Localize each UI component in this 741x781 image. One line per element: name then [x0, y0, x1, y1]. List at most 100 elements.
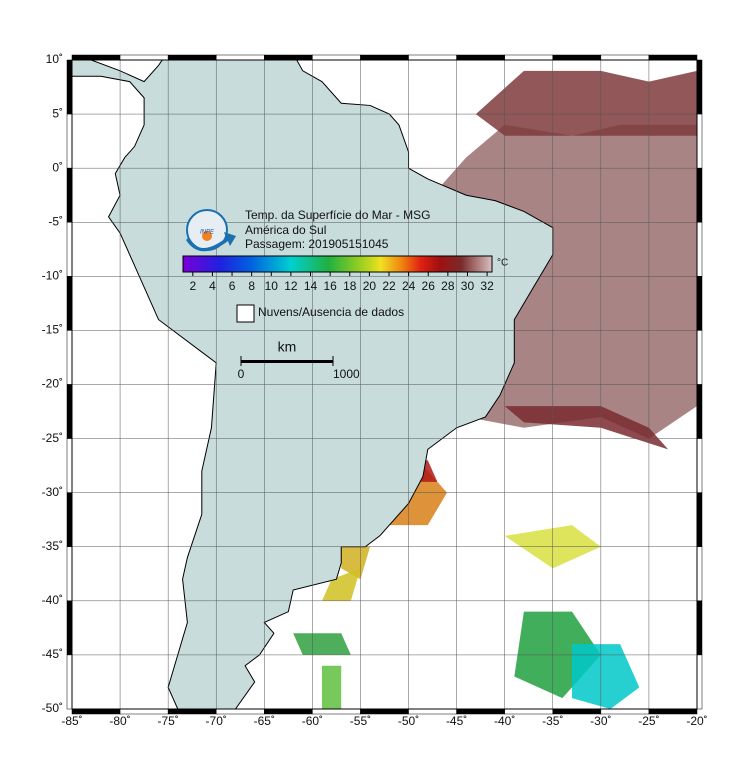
colorbar-tick-label: 12: [284, 279, 298, 293]
colorbar-tick-label: 24: [402, 279, 416, 293]
frame-segment: [696, 384, 703, 439]
colorbar-tick-label: 30: [461, 279, 475, 293]
x-tick-label: -25˚: [638, 714, 659, 728]
x-tick-label: -55˚: [350, 714, 371, 728]
frame-segment: [696, 438, 703, 493]
x-tick-label: -65˚: [254, 714, 275, 728]
sst-patch: [293, 633, 351, 655]
colorbar-unit: °C: [497, 258, 508, 269]
x-tick-label: -70˚: [206, 714, 227, 728]
colorbar-tick-label: 6: [229, 279, 236, 293]
x-tick-label: -35˚: [542, 714, 563, 728]
frame-segment: [696, 167, 703, 223]
scale-tick-label: 1000: [333, 367, 360, 381]
scale-unit: km: [278, 339, 297, 355]
frame-segment: [119, 54, 169, 61]
y-tick-label: -20˚: [42, 377, 63, 391]
frame-segment: [360, 54, 409, 61]
colorbar-tick-label: 8: [248, 279, 255, 293]
colorbar-tick-label: 20: [363, 279, 377, 293]
cloud-box: [236, 304, 255, 323]
cloud-legend: Nuvens/Ausencia de dados: [258, 305, 404, 319]
region: América do Sul: [245, 223, 326, 237]
frame-segment: [66, 222, 73, 277]
logo-text: INPE: [200, 230, 215, 236]
frame-segment: [264, 54, 313, 61]
colorbar-tick-label: 10: [265, 279, 279, 293]
sst-patch: [341, 541, 371, 580]
frame-segment: [66, 330, 73, 385]
pass: Passagem: 201905151045: [245, 237, 389, 251]
frame-segment: [408, 54, 457, 61]
colorbar-tick-label: 16: [323, 279, 337, 293]
y-tick-label: -15˚: [42, 323, 63, 337]
scale-bar: [241, 360, 333, 363]
x-tick-label: -75˚: [157, 714, 178, 728]
y-tick-label: -50˚: [42, 701, 63, 715]
x-tick-label: -50˚: [398, 714, 419, 728]
colorbar-tick-label: 18: [343, 279, 357, 293]
colorbar-tick-label: 28: [441, 279, 455, 293]
x-tick-label: -80˚: [109, 714, 130, 728]
x-tick-label: -30˚: [590, 714, 611, 728]
y-tick-label: -35˚: [42, 539, 63, 553]
x-tick-label: -40˚: [494, 714, 515, 728]
frame: [71, 59, 698, 710]
frame-segment: [600, 54, 650, 61]
frame-segment: [66, 492, 73, 547]
x-tick-label: -85˚: [61, 714, 82, 728]
frame-segment: [71, 54, 121, 61]
y-tick-label: 10˚: [46, 52, 63, 66]
y-tick-label: -10˚: [42, 269, 63, 283]
legend: INPE Temp. da Superfície do Mar - MSG Am…: [182, 208, 508, 381]
frame-segment: [456, 54, 505, 61]
logo-arrow: [186, 232, 236, 252]
y-tick-label: -30˚: [42, 485, 63, 499]
frame-segment: [66, 167, 73, 223]
y-tick-label: 5˚: [52, 106, 63, 120]
frame-segment: [312, 54, 361, 61]
frame-segment: [66, 654, 73, 710]
y-tick-label: -40˚: [42, 593, 63, 607]
x-tick-label: -60˚: [302, 714, 323, 728]
frame-segment: [696, 222, 703, 277]
sst-patch: [322, 568, 361, 601]
frame-segment: [696, 59, 703, 115]
colorbar: [182, 255, 493, 273]
frame-segment: [66, 384, 73, 439]
colorbar-tick-label: 14: [304, 279, 318, 293]
frame-segment: [167, 54, 217, 61]
frame-segment: [504, 54, 554, 61]
frame-segment: [648, 54, 698, 61]
y-tick-label: 0˚: [52, 160, 63, 174]
colorbar-tick-label: 26: [422, 279, 436, 293]
frame-segment: [215, 54, 265, 61]
frame-segment: [66, 59, 73, 115]
colorbar-tick-label: 4: [209, 279, 216, 293]
x-tick-label: -20˚: [686, 714, 707, 728]
frame-segment: [66, 600, 73, 656]
map-body: [72, 60, 697, 709]
frame-segment: [696, 492, 703, 547]
sst-patch: [572, 644, 640, 709]
y-tick-label: -45˚: [42, 647, 63, 661]
frame-segment: [696, 600, 703, 656]
scale-tick-label: 0: [238, 367, 245, 381]
x-tick-label: -45˚: [446, 714, 467, 728]
y-tick-label: -5˚: [48, 214, 63, 228]
frame-segment: [696, 276, 703, 331]
frame-segment: [552, 54, 602, 61]
frame-segment: [66, 113, 73, 169]
sst-patch: [322, 665, 342, 709]
title: Temp. da Superfície do Mar - MSG: [245, 208, 430, 222]
colorbar-tick-label: 22: [382, 279, 396, 293]
colorbar-tick-label: 32: [480, 279, 494, 293]
colorbar-tick-label: 2: [189, 279, 196, 293]
frame-segment: [66, 438, 73, 493]
sst-patch: [475, 70, 697, 136]
frame-segment: [696, 546, 703, 602]
frame-segment: [696, 330, 703, 385]
y-tick-label: -25˚: [42, 431, 63, 445]
